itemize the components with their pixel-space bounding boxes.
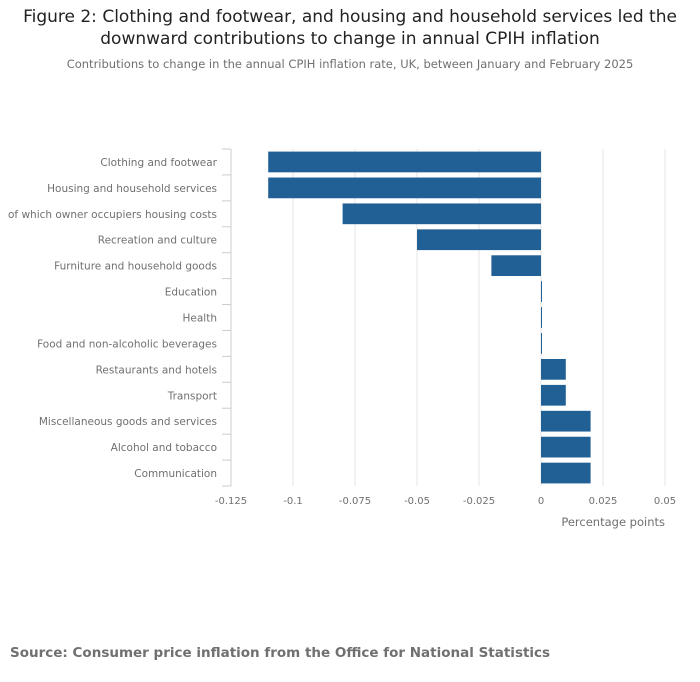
bar-chart: -0.125 -0.1 -0.075 -0.05 -0.025 0 0.025 0.05 Clo… — [8, 148, 676, 529]
x-tick-label: -0.075 — [339, 496, 371, 507]
bar — [342, 203, 541, 225]
bar — [541, 358, 566, 380]
x-tick-label: 0 — [538, 496, 544, 507]
category-label: Clothing and footwear — [100, 157, 217, 169]
bar — [541, 384, 566, 406]
x-tick-label: 0.05 — [654, 496, 676, 507]
category-label: Education — [165, 287, 217, 299]
x-tick-label: -0.1 — [283, 496, 303, 507]
x-tick-label: -0.05 — [404, 496, 430, 507]
category-label: Alcohol and tobacco — [111, 442, 217, 454]
bar — [268, 151, 541, 173]
category-label: Transport — [167, 390, 217, 402]
source-note: Source: Consumer price inflation from th… — [10, 645, 551, 661]
category-label: Communication — [134, 468, 217, 480]
bar — [417, 229, 541, 251]
category-label: Furniture and household goods — [54, 261, 217, 273]
bar — [541, 462, 591, 484]
bar — [541, 436, 591, 458]
x-tick-label: -0.125 — [215, 496, 247, 507]
category-label: Housing and household services — [47, 183, 217, 195]
category-label: Food and non-alcoholic beverages — [37, 338, 217, 350]
bar — [541, 333, 542, 354]
x-axis-title: Percentage points — [561, 515, 665, 529]
category-label: Miscellaneous goods and services — [39, 416, 217, 428]
x-tick-label: 0.025 — [589, 496, 618, 507]
chart-subtitle: Contributions to change in the annual CP… — [66, 57, 634, 71]
category-label: Restaurants and hotels — [96, 364, 217, 376]
category-label: of which owner occupiers housing costs — [8, 209, 217, 221]
category-label: Health — [183, 313, 217, 325]
x-tick-label: -0.025 — [463, 496, 495, 507]
category-label: Recreation and culture — [98, 235, 217, 247]
bar — [541, 410, 591, 432]
bar — [491, 255, 541, 277]
bar — [541, 307, 542, 328]
bar — [268, 177, 541, 199]
bar — [541, 281, 542, 302]
chart-title: Figure 2: Clothing and footwear, and hou… — [23, 7, 677, 49]
